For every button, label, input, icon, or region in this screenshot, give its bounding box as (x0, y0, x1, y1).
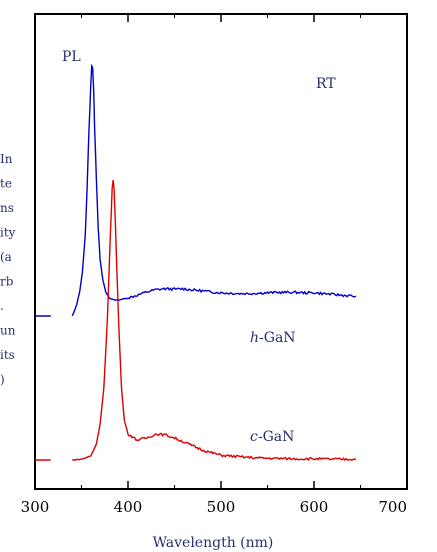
series-layer (35, 63, 357, 462)
series-line-h-gan (71, 63, 357, 317)
x-axis-title: Wavelength (nm) (153, 535, 274, 551)
y-axis-label-fragment: its (0, 348, 15, 362)
annotation-pl: PL (62, 49, 81, 65)
series-label-c-gan: c-GaN (250, 429, 294, 445)
x-tick-label: 300 (21, 498, 50, 516)
y-axis-label-fragment: . (0, 299, 4, 313)
y-axis-label-fragment: rb (0, 275, 14, 289)
y-axis-label-fragment: (a (0, 250, 12, 264)
series-labels: h-GaN c-GaN (250, 330, 296, 445)
y-axis-label-fragment: In (0, 152, 13, 166)
y-axis-label-fragment: te (0, 177, 12, 191)
series-line-c-gan (72, 180, 357, 462)
y-axis-label: In te ns ity (a rb. un its) (0, 152, 16, 387)
y-axis-label-fragment: ) (0, 373, 5, 387)
y-axis-label-fragment: un (0, 324, 16, 338)
series-label-h-gan: h-GaN (250, 330, 296, 346)
y-axis-label-fragment: ity (0, 226, 16, 240)
x-tick-label: 500 (207, 498, 236, 516)
x-axis-ticks: 300 400 500 600 700 (21, 14, 408, 516)
x-tick-label: 700 (378, 498, 407, 516)
x-tick-label: 600 (300, 498, 329, 516)
x-tick-label: 400 (114, 498, 143, 516)
y-axis-label-fragment: ns (0, 201, 14, 215)
annotation-rt: RT (316, 76, 336, 92)
